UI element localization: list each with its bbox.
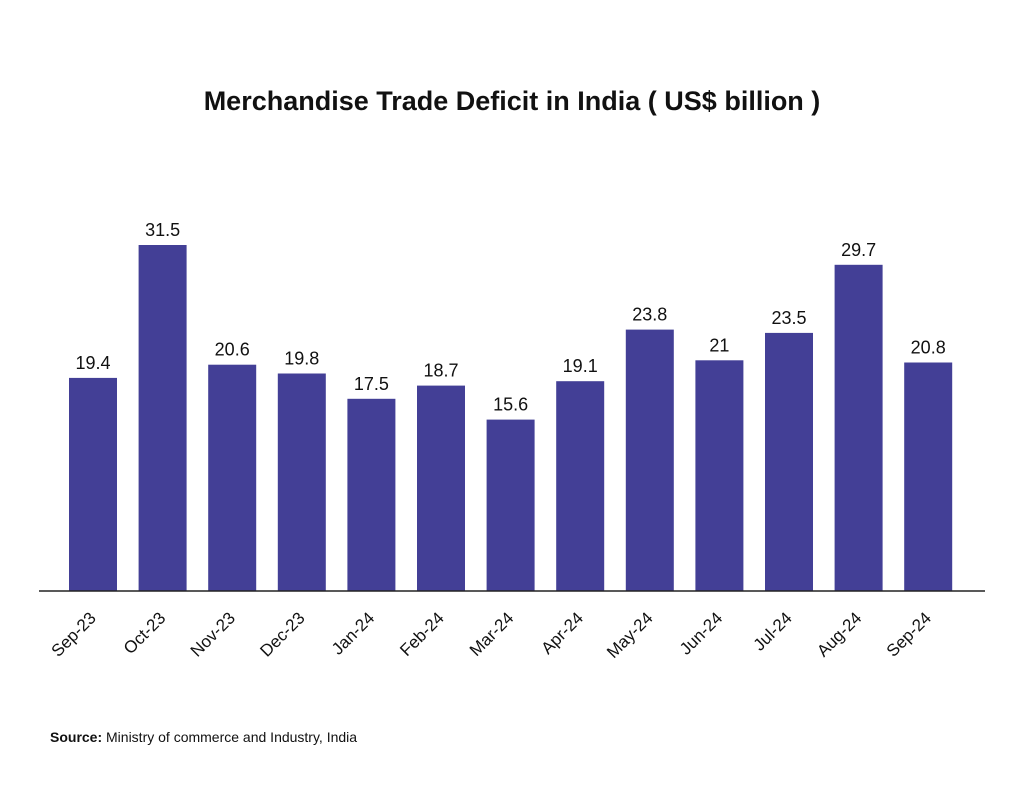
x-tick-label-Mar-24: Mar-24 <box>466 608 518 660</box>
data-label-Mar-24: 15.6 <box>493 395 528 415</box>
x-tick-label-Sep-23: Sep-23 <box>48 608 100 660</box>
data-label-May-24: 23.8 <box>632 305 667 325</box>
x-tick-label-Jun-24: Jun-24 <box>676 608 726 658</box>
source-text: Ministry of commerce and Industry, India <box>102 729 358 745</box>
x-tick-label-Sep-24: Sep-24 <box>883 608 935 660</box>
bar-Feb-24 <box>417 385 465 591</box>
bar-Sep-24 <box>904 362 953 591</box>
x-tick-label-Jul-24: Jul-24 <box>750 608 796 654</box>
source-note: Source: Ministry of commerce and Industr… <box>50 729 357 745</box>
data-label-Nov-23: 20.6 <box>215 340 250 360</box>
x-tick-label-Dec-23: Dec-23 <box>256 608 308 660</box>
data-label-Sep-23: 19.4 <box>75 353 110 373</box>
data-label-Jul-24: 23.5 <box>771 308 806 328</box>
x-tick-label-Apr-24: Apr-24 <box>538 608 588 658</box>
bar-Jul-24 <box>765 332 813 591</box>
bar-Jan-24 <box>347 398 396 591</box>
chart-title: Merchandise Trade Deficit in India ( US$… <box>203 86 821 116</box>
data-label-Dec-23: 19.8 <box>284 349 319 369</box>
bar-Sep-23 <box>69 377 117 591</box>
data-label-Jan-24: 17.5 <box>354 374 389 394</box>
bar-Nov-23 <box>208 364 257 591</box>
x-tick-label-Feb-24: Feb-24 <box>396 608 448 660</box>
bar-Apr-24 <box>556 381 605 591</box>
x-tick-label-Oct-23: Oct-23 <box>120 608 170 658</box>
bar-Jun-24 <box>695 360 744 591</box>
data-label-Jun-24: 21 <box>709 335 729 355</box>
source-label: Source: <box>50 729 103 745</box>
x-tick-label-Jan-24: Jan-24 <box>328 608 378 658</box>
data-label-Aug-24: 29.7 <box>841 240 876 260</box>
data-label-Oct-23: 31.5 <box>145 220 180 240</box>
x-tick-label-Aug-24: Aug-24 <box>813 608 865 660</box>
bar-Dec-23 <box>277 373 326 591</box>
bar-Oct-23 <box>138 245 187 591</box>
data-label-Sep-24: 20.8 <box>911 338 946 358</box>
x-tick-label-May-24: May-24 <box>603 608 657 662</box>
data-label-Feb-24: 18.7 <box>423 361 458 381</box>
data-label-Apr-24: 19.1 <box>563 356 598 376</box>
x-tick-label-Nov-23: Nov-23 <box>187 608 239 660</box>
bar-Mar-24 <box>486 419 535 591</box>
bar-Aug-24 <box>834 264 883 591</box>
bar-May-24 <box>625 329 674 591</box>
